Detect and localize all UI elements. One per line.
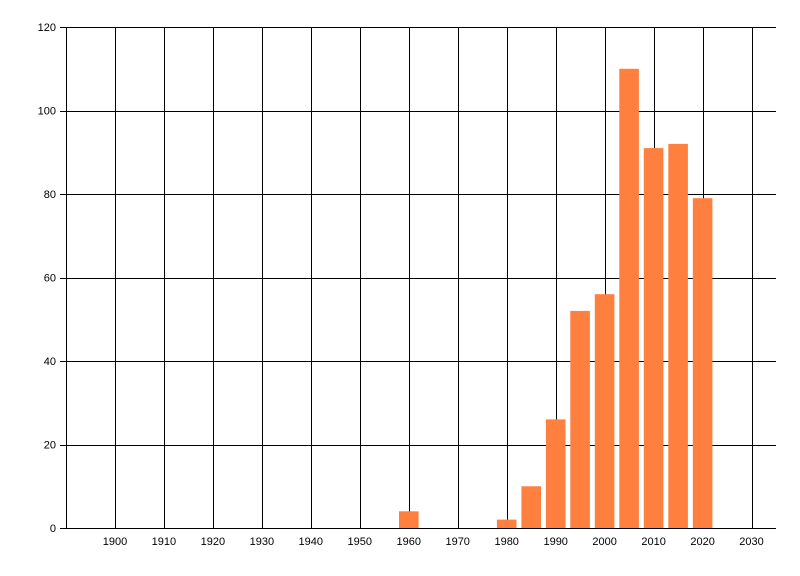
bar-1985	[521, 486, 541, 529]
x-tick-label-1910: 1910	[152, 536, 176, 548]
bar-1990	[545, 419, 566, 528]
x-tick-label-2000: 2000	[592, 536, 616, 548]
bar-2020	[692, 198, 713, 528]
x-tick-label-1950: 1950	[348, 536, 372, 548]
x-tick-label-1990: 1990	[543, 536, 567, 548]
y-tick-label-40: 40	[44, 356, 56, 368]
y-tick-labels: 0 20 40 60 80 100 120	[38, 22, 56, 535]
bar-2015	[668, 143, 688, 528]
x-tick-label-1960: 1960	[397, 536, 421, 548]
x-tick-label-2010: 2010	[641, 536, 665, 548]
x-tick-label-1980: 1980	[494, 536, 518, 548]
bar-1980	[496, 519, 517, 528]
y-tick-label-100: 100	[38, 106, 56, 118]
x-tick-label-1940: 1940	[299, 536, 323, 548]
y-tick-label-120: 120	[38, 22, 56, 34]
y-tick-label-0: 0	[50, 523, 56, 535]
x-tick-label-2020: 2020	[690, 536, 714, 548]
x-tick-labels: 1900 1910 1920 1930 1940 1950 1960 1970 1980 1990…	[103, 536, 764, 548]
x-tick-label-1900: 1900	[103, 536, 127, 548]
bar-2000	[594, 294, 615, 528]
y-tick-label-20: 20	[44, 440, 56, 452]
x-tick-label-1930: 1930	[250, 536, 274, 548]
bar-1960	[399, 511, 419, 528]
y-tick-label-60: 60	[44, 273, 56, 285]
bars	[399, 68, 713, 529]
x-tick-label-1970: 1970	[445, 536, 469, 548]
y-tick-label-80: 80	[44, 189, 56, 201]
bar-1995	[570, 310, 590, 528]
x-tick-label-2030: 2030	[739, 536, 763, 548]
bar-2005	[619, 68, 639, 529]
x-tick-label-1920: 1920	[201, 536, 225, 548]
bar-2010	[643, 148, 664, 528]
axes	[66, 27, 776, 529]
